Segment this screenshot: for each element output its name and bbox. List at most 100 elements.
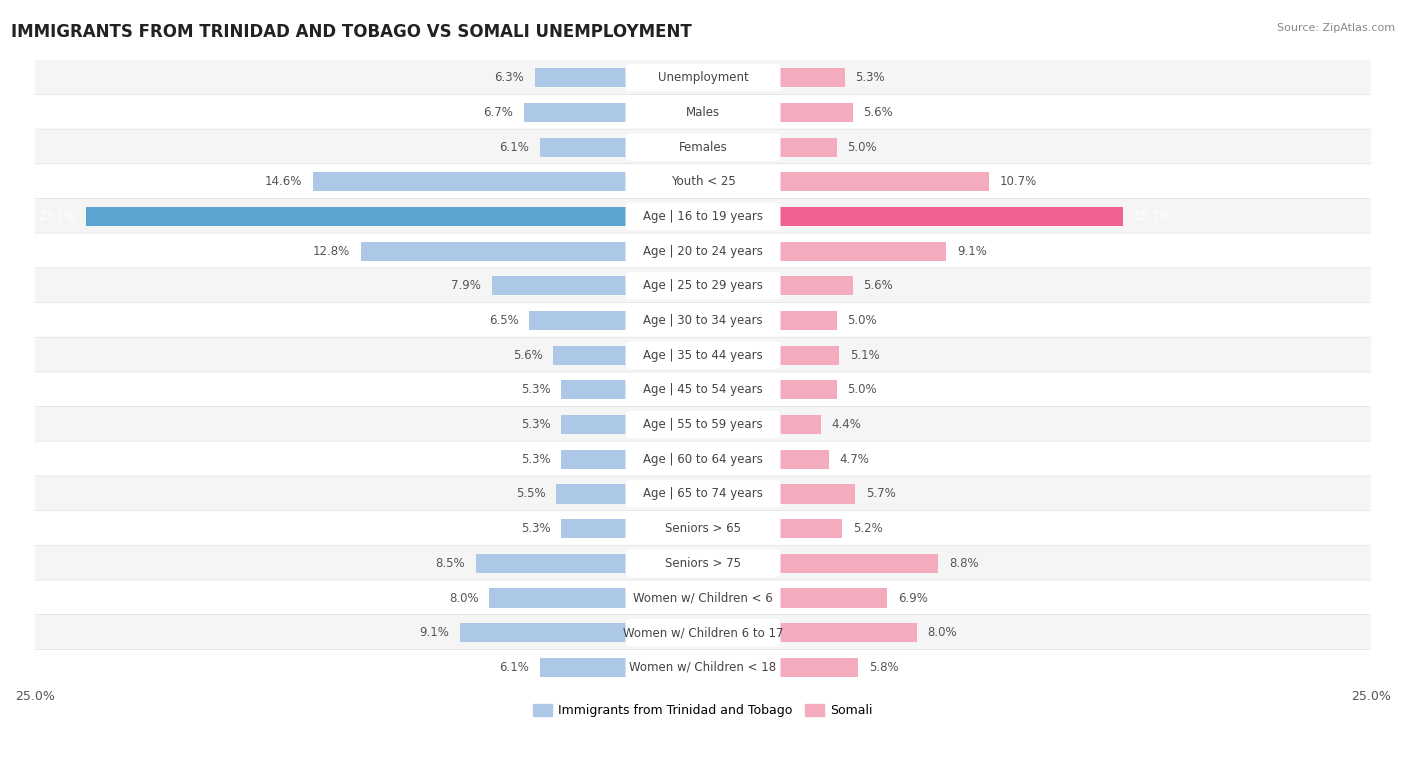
FancyBboxPatch shape: [626, 64, 780, 92]
Bar: [492, 276, 703, 295]
Text: 5.6%: 5.6%: [513, 349, 543, 362]
Text: 8.5%: 8.5%: [436, 557, 465, 570]
Text: 8.0%: 8.0%: [928, 626, 957, 639]
Text: 12.8%: 12.8%: [314, 245, 350, 257]
Text: Age | 60 to 64 years: Age | 60 to 64 years: [643, 453, 763, 466]
FancyBboxPatch shape: [626, 98, 780, 126]
FancyBboxPatch shape: [34, 372, 1372, 408]
Text: 5.0%: 5.0%: [848, 384, 877, 397]
Bar: [703, 450, 828, 469]
FancyBboxPatch shape: [34, 545, 1372, 581]
Bar: [703, 241, 946, 260]
Text: 5.3%: 5.3%: [522, 522, 551, 535]
Text: Seniors > 65: Seniors > 65: [665, 522, 741, 535]
FancyBboxPatch shape: [626, 584, 780, 612]
Text: Age | 20 to 24 years: Age | 20 to 24 years: [643, 245, 763, 257]
Text: IMMIGRANTS FROM TRINIDAD AND TOBAGO VS SOMALI UNEMPLOYMENT: IMMIGRANTS FROM TRINIDAD AND TOBAGO VS S…: [11, 23, 692, 41]
Text: Age | 35 to 44 years: Age | 35 to 44 years: [643, 349, 763, 362]
FancyBboxPatch shape: [34, 476, 1372, 512]
Text: 5.0%: 5.0%: [848, 141, 877, 154]
Text: 4.7%: 4.7%: [839, 453, 869, 466]
Text: 6.7%: 6.7%: [484, 106, 513, 119]
FancyBboxPatch shape: [34, 650, 1372, 685]
Text: 5.6%: 5.6%: [863, 106, 893, 119]
Bar: [703, 658, 858, 677]
Text: 6.1%: 6.1%: [499, 661, 529, 674]
Bar: [703, 207, 1122, 226]
Bar: [561, 415, 703, 435]
Bar: [703, 484, 855, 503]
Text: 6.5%: 6.5%: [489, 314, 519, 327]
Text: 5.7%: 5.7%: [866, 488, 896, 500]
Text: 5.6%: 5.6%: [863, 279, 893, 292]
Bar: [703, 415, 821, 435]
Text: 5.3%: 5.3%: [522, 384, 551, 397]
Text: Seniors > 75: Seniors > 75: [665, 557, 741, 570]
Text: Women w/ Children < 6: Women w/ Children < 6: [633, 591, 773, 605]
Bar: [703, 103, 852, 122]
Bar: [314, 173, 703, 192]
Bar: [703, 346, 839, 365]
Text: Women w/ Children < 18: Women w/ Children < 18: [630, 661, 776, 674]
FancyBboxPatch shape: [626, 376, 780, 403]
Text: 9.1%: 9.1%: [957, 245, 987, 257]
Bar: [703, 311, 837, 330]
FancyBboxPatch shape: [34, 198, 1372, 235]
FancyBboxPatch shape: [34, 129, 1372, 165]
Bar: [489, 588, 703, 608]
FancyBboxPatch shape: [626, 341, 780, 369]
Bar: [460, 623, 703, 642]
Bar: [540, 138, 703, 157]
Text: Age | 45 to 54 years: Age | 45 to 54 years: [643, 384, 763, 397]
Text: 4.4%: 4.4%: [831, 418, 860, 431]
Text: 5.3%: 5.3%: [855, 71, 884, 84]
Text: 5.5%: 5.5%: [516, 488, 546, 500]
Text: Source: ZipAtlas.com: Source: ZipAtlas.com: [1277, 23, 1395, 33]
Bar: [703, 138, 837, 157]
Text: Women w/ Children 6 to 17: Women w/ Children 6 to 17: [623, 626, 783, 639]
Bar: [703, 173, 988, 192]
FancyBboxPatch shape: [34, 95, 1372, 130]
Text: 15.7%: 15.7%: [1133, 210, 1170, 223]
Text: 5.2%: 5.2%: [852, 522, 883, 535]
Bar: [475, 554, 703, 573]
Bar: [703, 588, 887, 608]
FancyBboxPatch shape: [34, 60, 1372, 96]
Text: Youth < 25: Youth < 25: [671, 176, 735, 188]
Text: Age | 30 to 34 years: Age | 30 to 34 years: [643, 314, 763, 327]
Bar: [703, 380, 837, 400]
Bar: [703, 276, 852, 295]
FancyBboxPatch shape: [626, 133, 780, 161]
Text: 5.0%: 5.0%: [848, 314, 877, 327]
Text: 23.1%: 23.1%: [38, 210, 75, 223]
FancyBboxPatch shape: [34, 580, 1372, 616]
FancyBboxPatch shape: [626, 480, 780, 508]
Bar: [86, 207, 703, 226]
Text: 9.1%: 9.1%: [419, 626, 449, 639]
Bar: [703, 519, 842, 538]
Text: 8.8%: 8.8%: [949, 557, 979, 570]
FancyBboxPatch shape: [626, 411, 780, 438]
Text: 6.9%: 6.9%: [898, 591, 928, 605]
FancyBboxPatch shape: [34, 615, 1372, 651]
FancyBboxPatch shape: [626, 653, 780, 681]
FancyBboxPatch shape: [34, 303, 1372, 338]
Bar: [561, 450, 703, 469]
FancyBboxPatch shape: [626, 619, 780, 646]
Bar: [555, 484, 703, 503]
FancyBboxPatch shape: [34, 268, 1372, 304]
Text: 6.1%: 6.1%: [499, 141, 529, 154]
FancyBboxPatch shape: [626, 515, 780, 543]
FancyBboxPatch shape: [626, 272, 780, 300]
Text: 10.7%: 10.7%: [1000, 176, 1036, 188]
Text: Unemployment: Unemployment: [658, 71, 748, 84]
FancyBboxPatch shape: [34, 441, 1372, 478]
FancyBboxPatch shape: [34, 337, 1372, 373]
Bar: [554, 346, 703, 365]
Bar: [703, 554, 938, 573]
FancyBboxPatch shape: [626, 307, 780, 335]
FancyBboxPatch shape: [626, 168, 780, 195]
FancyBboxPatch shape: [34, 233, 1372, 269]
FancyBboxPatch shape: [626, 203, 780, 230]
Text: 7.9%: 7.9%: [451, 279, 481, 292]
